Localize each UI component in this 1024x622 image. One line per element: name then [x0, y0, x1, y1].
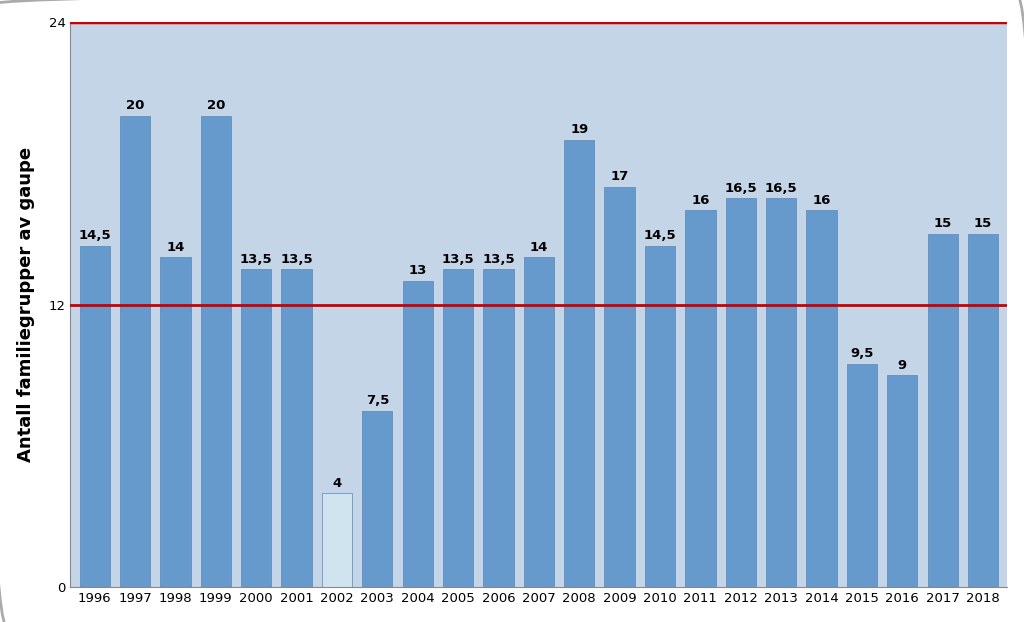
Text: 17: 17 — [610, 170, 629, 183]
Text: 13,5: 13,5 — [240, 253, 272, 266]
Bar — [766, 198, 797, 587]
Text: 13,5: 13,5 — [281, 253, 313, 266]
Bar — [161, 258, 190, 587]
Text: 20: 20 — [207, 100, 225, 113]
Text: 14: 14 — [166, 241, 184, 254]
Bar — [604, 187, 635, 587]
Bar — [645, 246, 675, 587]
Bar — [120, 116, 151, 587]
Text: 14,5: 14,5 — [644, 229, 676, 242]
Bar — [847, 363, 878, 587]
Text: 9: 9 — [898, 359, 907, 372]
Bar — [362, 411, 392, 587]
Text: 20: 20 — [126, 100, 144, 113]
Bar — [968, 234, 998, 587]
Bar — [80, 246, 110, 587]
Text: 16: 16 — [691, 193, 710, 207]
Bar — [322, 493, 352, 587]
Text: 13,5: 13,5 — [441, 253, 474, 266]
Text: 13: 13 — [409, 264, 427, 277]
Text: 4: 4 — [333, 476, 342, 490]
Text: 16,5: 16,5 — [725, 182, 757, 195]
Bar — [483, 269, 514, 587]
Bar — [523, 258, 554, 587]
Text: 15: 15 — [934, 217, 952, 230]
Text: 14: 14 — [529, 241, 548, 254]
Bar — [564, 139, 594, 587]
Bar — [807, 210, 837, 587]
Text: 16: 16 — [812, 193, 830, 207]
Text: 16,5: 16,5 — [765, 182, 798, 195]
Bar — [928, 234, 957, 587]
Text: 15: 15 — [974, 217, 992, 230]
Text: 9,5: 9,5 — [850, 347, 873, 360]
Text: 13,5: 13,5 — [482, 253, 515, 266]
Bar — [726, 198, 756, 587]
Bar — [282, 269, 311, 587]
Bar — [201, 116, 231, 587]
Text: 19: 19 — [570, 123, 589, 136]
Bar — [887, 375, 918, 587]
Text: 7,5: 7,5 — [366, 394, 389, 407]
Text: 14,5: 14,5 — [78, 229, 111, 242]
Bar — [402, 281, 433, 587]
Y-axis label: Antall familiegrupper av gaupe: Antall familiegrupper av gaupe — [16, 147, 35, 462]
Bar — [443, 269, 473, 587]
Bar — [241, 269, 271, 587]
Bar — [685, 210, 716, 587]
